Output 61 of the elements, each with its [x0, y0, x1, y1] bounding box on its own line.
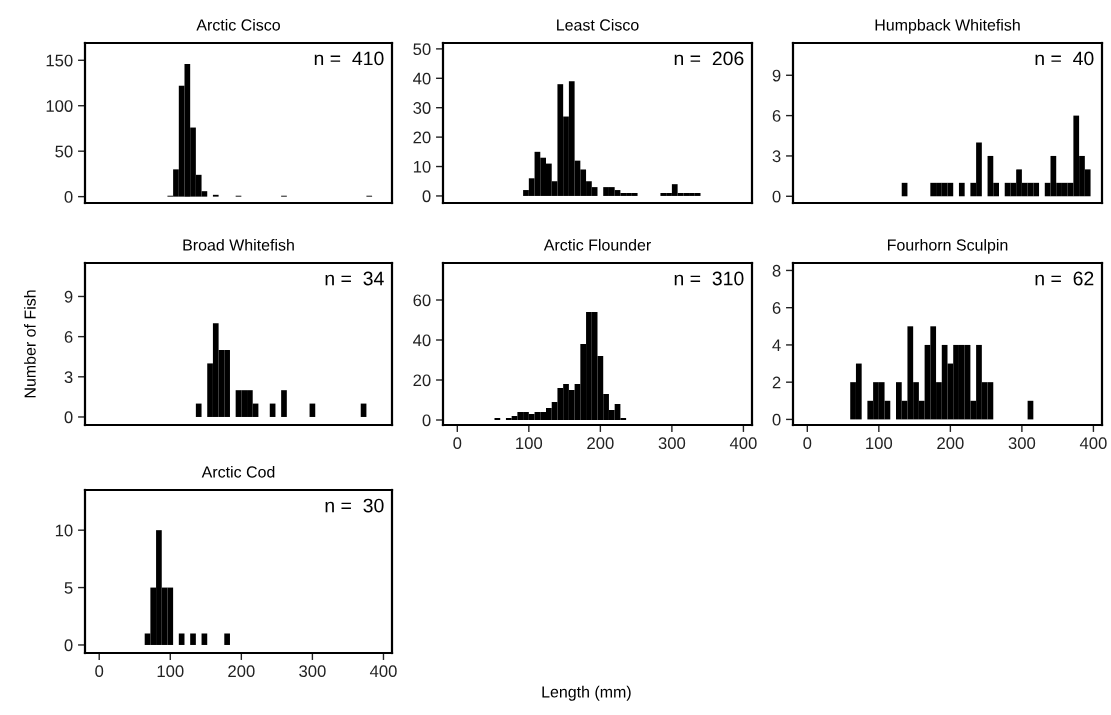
x-tick-label: 400 [729, 437, 757, 450]
chart-title: Humpback Whitefish [875, 18, 1020, 34]
y-axis-title: Number of Fish [24, 290, 36, 398]
annotation: n = 310 [674, 271, 744, 286]
y-tick-label: 0 [422, 414, 431, 427]
x-tick-label: 0 [803, 437, 812, 450]
annotation: n = 40 [1035, 51, 1094, 66]
y-tick-label: 4 [772, 339, 781, 351]
y-tick-label: 0 [64, 191, 73, 203]
annotation: n = 34 [325, 271, 384, 286]
annotation: n = 410 [314, 51, 384, 66]
y-tick-label: 10 [413, 160, 431, 173]
annotation: n = 62 [1035, 271, 1094, 286]
y-tick-label: 6 [772, 110, 781, 122]
y-tick-label: 0 [772, 413, 781, 426]
x-tick-label: 0 [95, 665, 104, 678]
chart-title: Least Cisco [557, 18, 639, 31]
x-tick-label: 100 [157, 665, 184, 678]
chart-title: Arctic Flounder [543, 238, 651, 251]
x-tick-label: 100 [516, 437, 543, 450]
x-tick-label: 300 [1008, 437, 1036, 450]
annotation: n = 30 [325, 498, 384, 513]
x-tick-label: 100 [866, 437, 893, 450]
y-tick-label: 100 [46, 100, 73, 112]
x-tick-label: 200 [228, 665, 255, 678]
y-tick-label: 2 [772, 376, 781, 389]
chart-title: Fourhorn Sculpin [888, 238, 1008, 254]
annotation: n = 206 [674, 51, 744, 66]
x-tick-label: 300 [299, 665, 326, 678]
y-tick-label: 60 [413, 294, 431, 307]
y-tick-label: 6 [64, 331, 73, 343]
y-tick-label: 6 [772, 302, 781, 314]
y-tick-label: 10 [55, 524, 73, 537]
y-tick-label: 40 [413, 334, 431, 347]
y-tick-label: 3 [64, 371, 73, 383]
x-tick-label: 200 [587, 437, 614, 450]
y-tick-label: 50 [55, 145, 73, 158]
y-tick-label: 8 [772, 264, 781, 277]
x-tick-label: 400 [1079, 437, 1107, 450]
y-tick-label: 0 [772, 190, 781, 203]
x-tick-label: 300 [658, 437, 686, 450]
y-tick-label: 0 [422, 190, 431, 203]
y-tick-label: 3 [772, 150, 781, 163]
y-tick-label: 5 [64, 582, 73, 594]
y-tick-label: 0 [64, 411, 73, 424]
y-tick-label: 20 [413, 374, 431, 387]
chart-title: Arctic Cod [201, 465, 275, 478]
y-tick-label: 150 [46, 54, 73, 67]
x-tick-label: 400 [369, 665, 397, 678]
y-tick-label: 9 [772, 69, 781, 82]
y-tick-label: 30 [413, 102, 431, 114]
y-tick-label: 50 [413, 43, 431, 56]
y-tick-label: 20 [413, 131, 431, 144]
y-tick-label: 9 [64, 290, 73, 303]
x-tick-label: 0 [453, 437, 462, 450]
x-tick-label: 200 [937, 437, 964, 450]
y-tick-label: 0 [64, 639, 73, 652]
y-tick-label: 40 [413, 72, 431, 85]
chart-title: Broad Whitefish [183, 238, 294, 251]
x-axis-title: Length (mm) [542, 685, 631, 701]
chart-title: Arctic Cisco [196, 18, 280, 31]
